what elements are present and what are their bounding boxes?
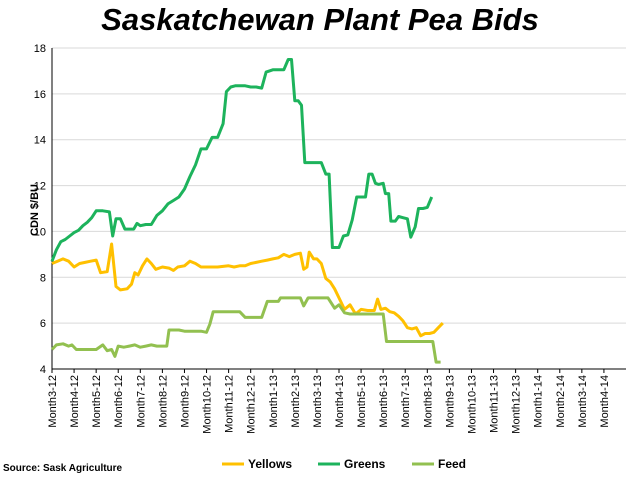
x-tick-label: Month9-13 xyxy=(444,375,456,428)
x-tick-label: Month8-12 xyxy=(157,375,169,428)
x-tick-label: Month6-13 xyxy=(378,375,390,428)
y-tick-label: 16 xyxy=(34,89,46,101)
x-tick-label: Month11-13 xyxy=(489,375,501,433)
x-tick-label: Month1-13 xyxy=(268,375,280,428)
x-tick-label: Month7-12 xyxy=(135,375,147,428)
x-tick-label: Month5-13 xyxy=(356,375,368,428)
legend-label-feed: Feed xyxy=(438,457,466,471)
y-axis-label: CDN $/BU xyxy=(29,184,41,236)
x-tick-label: Month8-13 xyxy=(422,375,434,428)
series-lines xyxy=(50,58,444,364)
y-tick-label: 4 xyxy=(40,364,46,376)
x-tick-label: Month10-12 xyxy=(202,375,214,434)
y-tick-label: 8 xyxy=(40,272,46,284)
series-line-yellows xyxy=(51,242,444,338)
y-tick-label: 12 xyxy=(34,181,46,193)
grid-lines xyxy=(52,47,626,370)
x-tick-label: Month11-12 xyxy=(224,375,236,433)
x-tick-label: Month5-12 xyxy=(91,375,103,428)
x-tick-label: Month9-12 xyxy=(179,375,191,428)
plot-frame xyxy=(51,48,626,373)
chart-title: Saskatchewan Plant Pea Bids xyxy=(101,2,539,37)
x-tick-label: Month7-13 xyxy=(400,375,412,428)
x-tick-labels: Month3-12 Month4-12 Month5-12 Month6-12 Mont… xyxy=(47,375,611,434)
x-tick-label: Month1-14 xyxy=(533,375,545,428)
x-tick-label: Month2-13 xyxy=(290,375,302,428)
legend-label-yellows: Yellows xyxy=(248,457,292,471)
x-tick-label: Month4-12 xyxy=(69,375,81,428)
legend-label-greens: Greens xyxy=(344,457,386,471)
source-note: Source: Sask Agriculture xyxy=(3,463,123,474)
series-line-greens xyxy=(50,58,434,262)
x-tick-label: Month6-12 xyxy=(113,375,125,428)
legend: Yellows Greens Feed xyxy=(222,457,466,471)
y-tick-label: 18 xyxy=(34,43,46,55)
y-tick-labels: 4 6 8 10 12 14 16 18 xyxy=(34,43,46,376)
x-tick-label: Month3-14 xyxy=(577,375,589,428)
x-tick-label: Month4-13 xyxy=(334,375,346,428)
series-line-feed xyxy=(50,296,441,364)
y-tick-label: 14 xyxy=(34,135,46,147)
x-tick-label: Month2-14 xyxy=(555,375,567,428)
x-tick-label: Month12-13 xyxy=(511,375,523,434)
x-tick-label: Month10-13 xyxy=(466,375,478,434)
y-tick-label: 10 xyxy=(34,226,46,238)
x-tick-label: Month3-13 xyxy=(312,375,324,428)
x-tick-label: Month3-12 xyxy=(47,375,59,428)
x-tick-label: Month4-14 xyxy=(599,375,611,428)
y-tick-label: 6 xyxy=(40,318,46,330)
x-tick-label: Month12-12 xyxy=(246,375,258,434)
